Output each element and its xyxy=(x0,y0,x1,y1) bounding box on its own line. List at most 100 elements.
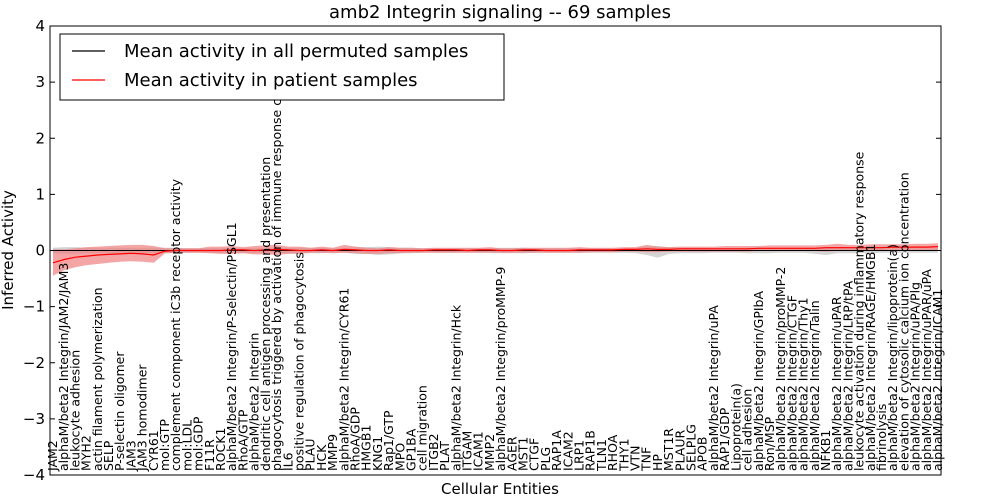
category-label: alphaM/beta2 Integrin/lipoprotein(a) xyxy=(885,244,900,471)
category-label: mol:GDP xyxy=(191,416,206,471)
category-label: PLAU xyxy=(303,439,318,472)
legend: Mean activity in all permuted samples Me… xyxy=(59,33,505,101)
category-label: MST1 xyxy=(516,437,531,471)
category-label: RAP1/GDP xyxy=(717,407,732,471)
category-label: CTGF xyxy=(527,438,542,471)
category-label: mol:LDL xyxy=(179,420,194,471)
category-label: alphaM/beta2 Integrin/CYR61 xyxy=(336,288,351,471)
category-label: APOB xyxy=(695,436,710,471)
category-label: NFKB1 xyxy=(818,430,833,471)
y-tick-label: 2 xyxy=(35,129,45,147)
category-label: KNG1 xyxy=(370,436,385,471)
category-label: alphaM/beta2 Integrin/uPAR/uPA xyxy=(919,269,934,471)
category-label: JAM3 homodimer xyxy=(135,364,150,472)
category-label: P-selectin oligomer xyxy=(112,351,127,471)
category-label: THY1 xyxy=(616,438,631,472)
category-label: alphaM/beta2 Integrin/Hck xyxy=(448,304,463,471)
category-label: alphaM/beta2 Integrin/JAM2/JAM3 xyxy=(56,263,71,471)
x-axis-label: Cellular Entities xyxy=(441,480,559,498)
y-tick-label: 4 xyxy=(35,17,45,35)
category-label: alphaM/beta2 Integrin xyxy=(247,333,262,471)
legend-entry-permuted: Mean activity in all permuted samples xyxy=(124,41,468,62)
category-label: MYH2 xyxy=(79,435,94,471)
category-label: MST1R xyxy=(661,428,676,471)
category-label: RHOA xyxy=(605,434,620,471)
category-label: alphaM/beta2 Integrin/uPA xyxy=(706,305,721,471)
category-label: MMP2 xyxy=(482,434,497,471)
category-label: Ron/MSP xyxy=(762,416,777,471)
category-label: dendritic cell antigen processing and pr… xyxy=(258,157,273,471)
category-label: Rap1/GTP xyxy=(381,410,396,471)
category-label: ICAM2 xyxy=(560,431,575,471)
category-label: alphaM/beta2 Integrin/uPA/Plg xyxy=(908,282,923,471)
category-label: elevation of cytosolic calcium ion conce… xyxy=(896,172,911,471)
y-axis-label: Inferred Activity xyxy=(0,190,17,310)
category-label: PLG xyxy=(538,447,553,471)
category-label: alphaM/beta2 Integrin/Thy1 xyxy=(796,297,811,471)
category-label: JAM2 xyxy=(45,440,60,472)
y-tick-label: −2 xyxy=(23,354,45,372)
category-label: ITGAM xyxy=(460,431,475,471)
category-label: ROCK1 xyxy=(213,428,228,471)
category-label: HMGB1 xyxy=(359,425,374,471)
y-tick-label: −4 xyxy=(23,466,45,484)
y-tick-label: 0 xyxy=(35,242,45,260)
category-label: LRP1 xyxy=(572,440,587,471)
category-label: IL6 xyxy=(280,452,295,471)
y-tick-label: −3 xyxy=(23,410,45,428)
category-label: MMP9 xyxy=(325,434,340,471)
category-label: VTN xyxy=(628,445,643,471)
category-label: TLN1 xyxy=(594,439,609,472)
y-tick-label: −1 xyxy=(23,298,45,316)
category-label: alphaM/beta2 Integrin/P-Selectin/PSGL1 xyxy=(224,222,239,471)
category-label: AGER xyxy=(504,436,519,471)
category-label: PLAT xyxy=(437,441,452,471)
category-label: SELP xyxy=(101,440,116,471)
y-tick-label: 1 xyxy=(35,185,45,203)
category-label: alphaM/beta2 Integrin/GPIbA xyxy=(751,291,766,471)
category-label: F11R xyxy=(202,439,217,471)
category-label: ICAM1 xyxy=(471,431,486,471)
legend-box xyxy=(59,33,505,101)
category-label: CYR61 xyxy=(146,430,161,471)
category-label: alphaM/beta2 Integrin/proMMP-2 xyxy=(773,267,788,471)
category-label: SELPLG xyxy=(684,424,699,471)
category-label: RAP1B xyxy=(583,430,598,471)
category-label: HP xyxy=(650,454,665,471)
category-label: fibrinolysis xyxy=(874,404,889,471)
series-lines xyxy=(52,246,939,264)
category-label: alphaM/beta2 Integrin/Talin xyxy=(807,300,822,471)
category-label: Lipoprotein(a) xyxy=(728,383,743,471)
y-axis-ticks: −4 −3 −2 −1 0 1 2 3 4 xyxy=(23,17,941,484)
category-label: MPO xyxy=(392,443,407,471)
chart-title: amb2 Integrin signaling -- 69 samples xyxy=(329,2,671,23)
y-tick-label: 3 xyxy=(35,73,45,91)
category-label: JAM3 xyxy=(123,440,138,472)
category-label: PLAUR xyxy=(672,430,687,471)
category-label: alphaM/beta2 Integrin/RAGE/HMGB1 xyxy=(863,244,878,471)
category-label: complement component iC3b receptor activ… xyxy=(168,178,183,471)
category-label: TNF xyxy=(639,447,654,472)
category-label: alphaM/beta2 Integrin/ICAM1 xyxy=(930,289,945,471)
legend-entry-patient: Mean activity in patient samples xyxy=(124,70,418,91)
category-label: RhoA/GTP xyxy=(235,409,250,471)
category-label: cell migration xyxy=(415,385,430,471)
category-label: alphaM/beta2 Integrin/uPAR xyxy=(829,296,844,471)
category-label: HCK xyxy=(314,444,329,471)
category-label: leukocyte adhesion xyxy=(67,350,82,471)
line-patient xyxy=(52,246,939,264)
category-label: alphaM/beta2 Integrin/CTGF xyxy=(784,295,799,471)
category-label: alphaM/beta2 Integrin/LRP/tPA xyxy=(840,280,855,471)
category-label: actin filament polymerization xyxy=(90,287,105,471)
category-label: positive regulation of phagocytosis xyxy=(292,252,307,471)
category-label: cell adhesion xyxy=(740,389,755,471)
category-label: RAP1A xyxy=(549,430,564,471)
category-label: mol:GTP xyxy=(157,419,172,471)
category-label: leukocyte activation during inflammatory… xyxy=(852,151,867,471)
category-label: ITGB2 xyxy=(426,433,441,471)
band-patient xyxy=(53,243,938,276)
category-label: GP1BA xyxy=(404,428,419,471)
category-label: phagocytosis triggered by activation of … xyxy=(269,34,284,471)
